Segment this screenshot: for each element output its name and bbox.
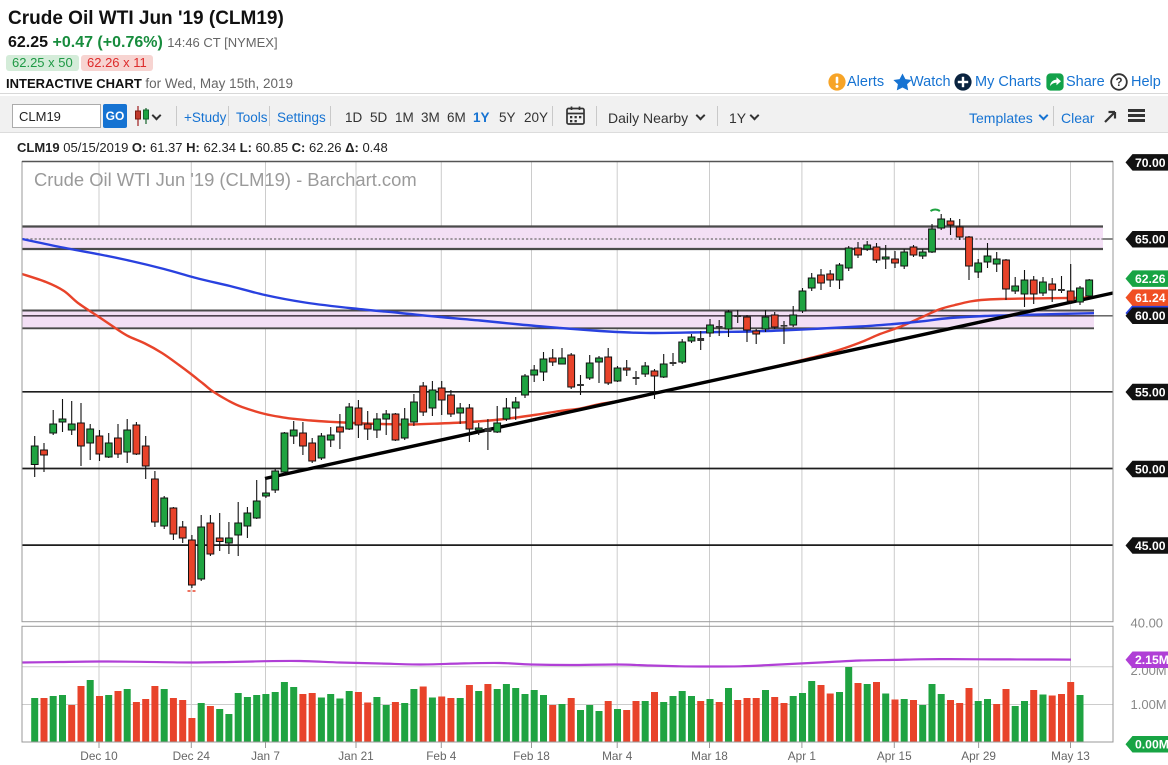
svg-text:Feb 4: Feb 4 — [426, 749, 457, 763]
svg-text:Mar 4: Mar 4 — [602, 749, 633, 763]
svg-text:Dec 10: Dec 10 — [80, 749, 118, 763]
svg-text:70.00: 70.00 — [1135, 156, 1166, 170]
svg-text:?: ? — [1115, 77, 1122, 89]
svg-text:1.00M: 1.00M — [1131, 697, 1167, 712]
svg-text:Apr 1: Apr 1 — [788, 749, 816, 763]
svg-text:Crude Oil WTI Jun '19 (CLM19): Crude Oil WTI Jun '19 (CLM19) - Barchart… — [34, 169, 417, 190]
svg-text:0.00M: 0.00M — [1135, 738, 1168, 752]
svg-text:Mar 18: Mar 18 — [691, 749, 728, 763]
svg-text:Apr 29: Apr 29 — [961, 749, 996, 763]
svg-text:55.00: 55.00 — [1135, 385, 1166, 399]
svg-text:40.00: 40.00 — [1131, 615, 1164, 630]
svg-text:45.00: 45.00 — [1135, 539, 1166, 553]
svg-text:May 13: May 13 — [1051, 749, 1090, 763]
svg-text:Apr 15: Apr 15 — [877, 749, 912, 763]
svg-text:60.00: 60.00 — [1135, 309, 1166, 323]
svg-text:Dec 24: Dec 24 — [173, 749, 211, 763]
svg-text:Jan 7: Jan 7 — [251, 749, 280, 763]
svg-text:62.26: 62.26 — [1135, 272, 1166, 286]
svg-text:Jan 21: Jan 21 — [338, 749, 373, 763]
svg-text:Feb 18: Feb 18 — [513, 749, 550, 763]
svg-text:61.24: 61.24 — [1135, 291, 1166, 305]
svg-text:2.15M: 2.15M — [1135, 653, 1168, 667]
svg-text:65.00: 65.00 — [1135, 233, 1166, 247]
svg-text:50.00: 50.00 — [1135, 462, 1166, 476]
